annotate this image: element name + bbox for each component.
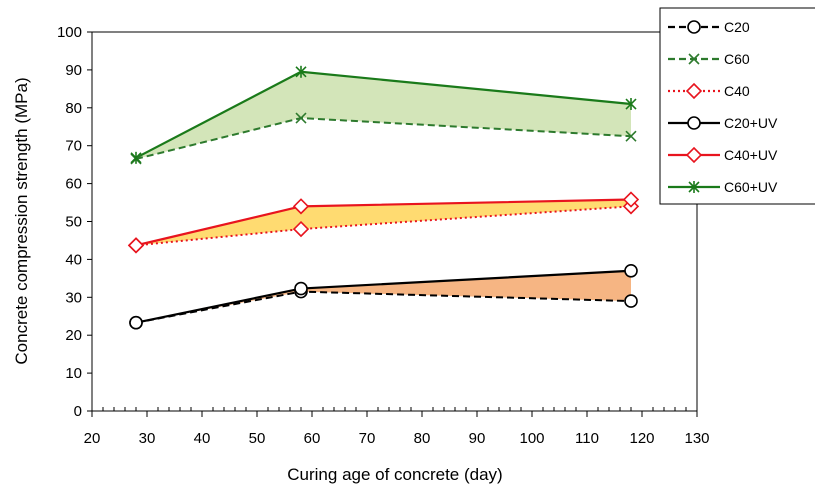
marker-circle	[624, 294, 638, 308]
x-tick-label: 50	[249, 430, 266, 447]
legend-swatch-marker	[688, 181, 700, 193]
y-tick-label: 30	[65, 289, 82, 306]
marker-diamond	[127, 237, 145, 254]
y-tick-label: 100	[57, 24, 82, 41]
series-markers	[127, 65, 640, 330]
legend-item: C40+UV	[668, 146, 778, 164]
y-axis-label: Concrete compression strength (MPa)	[12, 77, 31, 364]
x-tick-label: 130	[684, 430, 709, 447]
data-point-c60	[625, 130, 637, 142]
y-tick-label: 90	[65, 62, 82, 79]
x-tick-label: 100	[519, 430, 544, 447]
axes	[87, 31, 698, 417]
data-point-c20-uv	[624, 263, 638, 278]
marker-x	[295, 112, 307, 124]
shaded-region-3	[136, 71, 631, 159]
legend-swatch-marker	[688, 53, 700, 65]
x-tick-label: 60	[304, 430, 321, 447]
x-tick-labels: 20 30 40 50 60 70 80 90 100 110 120 130	[84, 430, 710, 447]
legend-label: C60	[724, 51, 750, 67]
marker-circle	[687, 116, 701, 130]
marker-diamond	[292, 220, 310, 238]
legend-item: C20	[668, 19, 750, 35]
x-axis-label: Curing age of concrete (day)	[287, 465, 502, 484]
data-point-c40-uv	[127, 237, 145, 254]
marker-circle	[687, 20, 701, 34]
y-tick-label: 40	[65, 251, 82, 268]
shaded-region-2	[136, 199, 631, 246]
y-tick-label: 20	[65, 327, 82, 344]
marker-circle	[129, 315, 143, 330]
legend-label: C40+UV	[724, 147, 778, 163]
legend-swatch-marker	[687, 20, 701, 34]
y-tick-label: 0	[74, 403, 82, 420]
x-tick-label: 80	[414, 430, 431, 447]
legend-label: C20+UV	[724, 115, 778, 131]
data-point-c20-uv	[294, 281, 308, 296]
data-point-c40-uv	[292, 198, 310, 215]
legend-item: C40	[668, 82, 750, 100]
marker-diamond	[685, 82, 703, 100]
x-tick-label: 110	[575, 430, 599, 447]
marker-x	[625, 130, 637, 142]
y-tick-label: 50	[65, 214, 82, 231]
y-tick-label: 60	[65, 176, 82, 193]
data-point-c60-uv	[625, 98, 637, 111]
marker-circle	[624, 263, 638, 278]
legend: C20 C60 C40 C20+UV C40+UV C60+UV	[659, 7, 815, 205]
x-tick-label: 70	[359, 430, 376, 447]
legend-box	[659, 7, 815, 205]
legend-label: C60+UV	[724, 179, 778, 195]
data-point-c60-uv	[130, 151, 142, 164]
x-tick-label: 30	[139, 430, 156, 447]
data-point-c20	[624, 294, 638, 308]
y-tick-label: 70	[65, 138, 82, 155]
marker-x	[688, 53, 700, 65]
data-point-c60-uv	[295, 65, 307, 78]
y-tick-labels: 0 10 20 30 40 50 60 70 80 90 100	[57, 24, 82, 420]
x-tick-label: 120	[629, 430, 654, 447]
data-point-c40	[292, 220, 310, 238]
data-point-c40-uv	[622, 191, 640, 208]
legend-item: C60+UV	[668, 179, 778, 195]
marker-diamond	[622, 191, 640, 208]
legend-swatch-marker	[685, 146, 703, 164]
legend-item: C20+UV	[668, 115, 778, 131]
y-tick-label: 10	[65, 365, 82, 382]
x-tick-label: 40	[194, 430, 211, 447]
y-tick-label: 80	[65, 100, 82, 117]
x-tick-label: 90	[469, 430, 486, 447]
x-tick-label: 20	[84, 430, 101, 447]
legend-swatch-marker	[687, 116, 701, 130]
data-point-c20-uv	[129, 315, 143, 330]
legend-label: C40	[724, 83, 750, 99]
legend-label: C20	[724, 19, 750, 35]
shaded-region-1	[136, 270, 631, 323]
legend-swatch-marker	[685, 82, 703, 100]
marker-diamond	[292, 198, 310, 215]
marker-circle	[294, 281, 308, 296]
legend-item: C60	[668, 51, 750, 67]
marker-diamond	[685, 146, 703, 164]
data-point-c60	[295, 112, 307, 124]
